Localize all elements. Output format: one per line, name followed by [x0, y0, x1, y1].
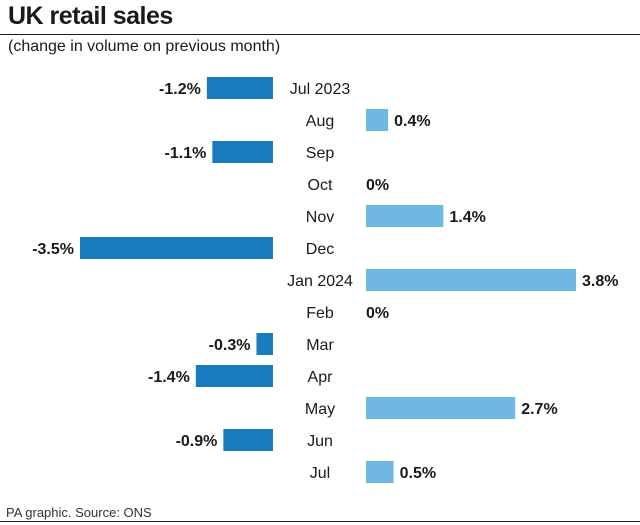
category-label: Sep [306, 145, 335, 162]
category-label: Dec [306, 241, 334, 258]
category-label: Feb [306, 305, 334, 322]
bar-negative [195, 365, 273, 387]
source-credit: PA graphic. Source: ONS [6, 505, 152, 520]
bar-negative [223, 429, 273, 451]
bar-negative [80, 237, 273, 259]
category-label: Mar [306, 337, 334, 354]
value-label: 1.4% [449, 209, 485, 226]
bar-positive [366, 461, 394, 483]
value-label: -1.2% [159, 81, 201, 98]
chart-title: UK retail sales [8, 2, 173, 30]
bar-positive [366, 269, 576, 291]
category-label: Apr [308, 369, 334, 386]
bar-positive [366, 205, 444, 227]
value-label: -1.1% [165, 145, 207, 162]
bottom-divider [0, 521, 640, 522]
bar-positive [366, 397, 516, 419]
category-label: Jan 2024 [287, 273, 353, 290]
chart-subtitle: (change in volume on previous month) [8, 38, 281, 55]
category-label: Aug [306, 113, 334, 130]
value-label: -1.4% [148, 369, 190, 386]
value-label: -0.3% [209, 337, 251, 354]
top-divider [0, 34, 640, 35]
bar-negative [256, 333, 273, 355]
value-label: -3.5% [32, 241, 74, 258]
category-label: Nov [306, 209, 334, 226]
category-label: Jul [310, 465, 330, 482]
value-label: -0.9% [176, 433, 218, 450]
value-label: 0% [366, 305, 389, 322]
value-label: 3.8% [582, 273, 618, 290]
bar-negative [206, 77, 273, 99]
bar-positive [366, 109, 389, 131]
value-label: 0% [366, 177, 389, 194]
value-label: 2.7% [521, 401, 557, 418]
category-label: May [305, 401, 335, 418]
category-label: Jul 2023 [290, 81, 351, 98]
value-label: 0.4% [394, 113, 430, 130]
category-label: Oct [308, 177, 333, 194]
retail-sales-bar-chart: Jul 2023 -1.2% Aug 0.4% Sep -1.1% Oct 0% Nov 1.4%… [32, 77, 618, 483]
bar-negative [212, 141, 273, 163]
value-label: 0.5% [400, 465, 436, 482]
category-label: Jun [307, 433, 333, 450]
